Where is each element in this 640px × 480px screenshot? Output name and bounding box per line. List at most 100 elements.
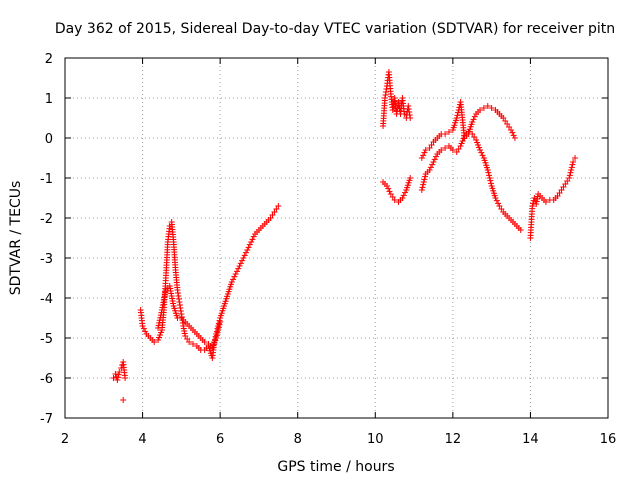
data-point xyxy=(480,105,487,111)
data-point xyxy=(449,147,456,153)
y-tick-label: -7 xyxy=(40,412,53,427)
data-point xyxy=(531,195,538,201)
data-point xyxy=(116,369,123,375)
data-point xyxy=(250,233,257,240)
data-point xyxy=(433,153,440,160)
data-point xyxy=(572,155,579,161)
data-point xyxy=(213,332,220,339)
data-point xyxy=(470,116,477,123)
data-point xyxy=(400,192,407,199)
data-point xyxy=(236,263,243,269)
data-point xyxy=(110,375,117,381)
data-point xyxy=(239,257,246,264)
data-point xyxy=(529,203,536,209)
data-point xyxy=(517,227,524,233)
data-point xyxy=(120,397,127,403)
data-point xyxy=(486,172,493,179)
data-point xyxy=(115,371,122,378)
data-point xyxy=(566,172,573,179)
data-point xyxy=(509,129,516,136)
plot-frame xyxy=(64,57,609,419)
data-point xyxy=(427,164,434,171)
data-point xyxy=(243,249,249,256)
data-point xyxy=(230,276,237,283)
data-point xyxy=(157,312,164,319)
data-point xyxy=(139,323,146,329)
data-point xyxy=(142,328,149,335)
data-point xyxy=(486,175,493,181)
data-point xyxy=(215,327,222,333)
data-point xyxy=(479,152,486,159)
data-point xyxy=(422,173,429,180)
data-point xyxy=(246,241,253,248)
data-point xyxy=(429,161,436,168)
data-points xyxy=(110,69,579,403)
data-point xyxy=(568,164,575,171)
data-point xyxy=(240,255,247,261)
data-point xyxy=(156,317,163,324)
data-point xyxy=(478,149,485,156)
data-point xyxy=(155,325,162,331)
data-point xyxy=(233,268,240,275)
data-point xyxy=(477,107,484,113)
data-point xyxy=(420,152,427,159)
x-tick-label: 16 xyxy=(600,432,617,447)
grid-lines xyxy=(65,58,608,418)
data-point xyxy=(245,244,252,251)
data-point xyxy=(232,271,239,277)
data-point xyxy=(114,377,121,383)
data-point xyxy=(386,188,393,195)
data-point xyxy=(421,176,428,183)
data-point xyxy=(492,195,499,201)
y-tick-label: -3 xyxy=(40,252,53,267)
y-tick-label: 1 xyxy=(45,92,53,107)
x-tick-label: 14 xyxy=(522,432,539,447)
data-point xyxy=(487,180,494,187)
data-point xyxy=(477,147,484,153)
data-point xyxy=(566,175,573,181)
data-point xyxy=(430,159,437,165)
data-point xyxy=(157,314,164,321)
x-axis-label: GPS time / hours xyxy=(277,459,394,475)
data-point xyxy=(112,371,119,377)
x-tick-label: 2 xyxy=(61,432,69,447)
data-point xyxy=(442,131,449,137)
data-point xyxy=(391,197,398,203)
data-point xyxy=(418,187,425,193)
data-point xyxy=(215,324,222,331)
data-point xyxy=(465,129,472,135)
data-point xyxy=(542,199,549,205)
data-point xyxy=(511,135,518,141)
data-point xyxy=(213,335,220,341)
data-point xyxy=(244,247,251,253)
x-tick-label: 10 xyxy=(367,432,384,447)
data-point xyxy=(216,321,223,328)
data-point xyxy=(383,183,390,189)
data-point xyxy=(570,159,577,165)
data-point xyxy=(214,329,221,336)
data-point xyxy=(568,167,575,173)
data-point xyxy=(122,375,129,381)
chart-title: Day 362 of 2015, Sidereal Day-to-day VTE… xyxy=(55,21,615,37)
data-point xyxy=(156,319,163,326)
data-point xyxy=(399,195,406,201)
data-point xyxy=(418,155,425,161)
data-point xyxy=(438,147,445,153)
data-point xyxy=(158,309,165,316)
y-tick-label: -6 xyxy=(40,372,53,387)
x-tick-label: 4 xyxy=(138,432,146,447)
data-point xyxy=(186,339,193,345)
data-point xyxy=(237,260,244,267)
x-tick-label: 8 xyxy=(294,432,302,447)
data-point xyxy=(453,115,460,121)
data-point xyxy=(426,167,433,173)
data-point xyxy=(402,189,409,196)
data-point xyxy=(115,374,122,381)
data-point xyxy=(442,145,449,151)
data-point xyxy=(189,341,196,347)
data-point xyxy=(231,273,238,280)
data-point xyxy=(485,169,492,176)
x-tick-label: 6 xyxy=(216,432,224,447)
y-axis-label: SDTVAR / TECUs xyxy=(8,181,24,296)
